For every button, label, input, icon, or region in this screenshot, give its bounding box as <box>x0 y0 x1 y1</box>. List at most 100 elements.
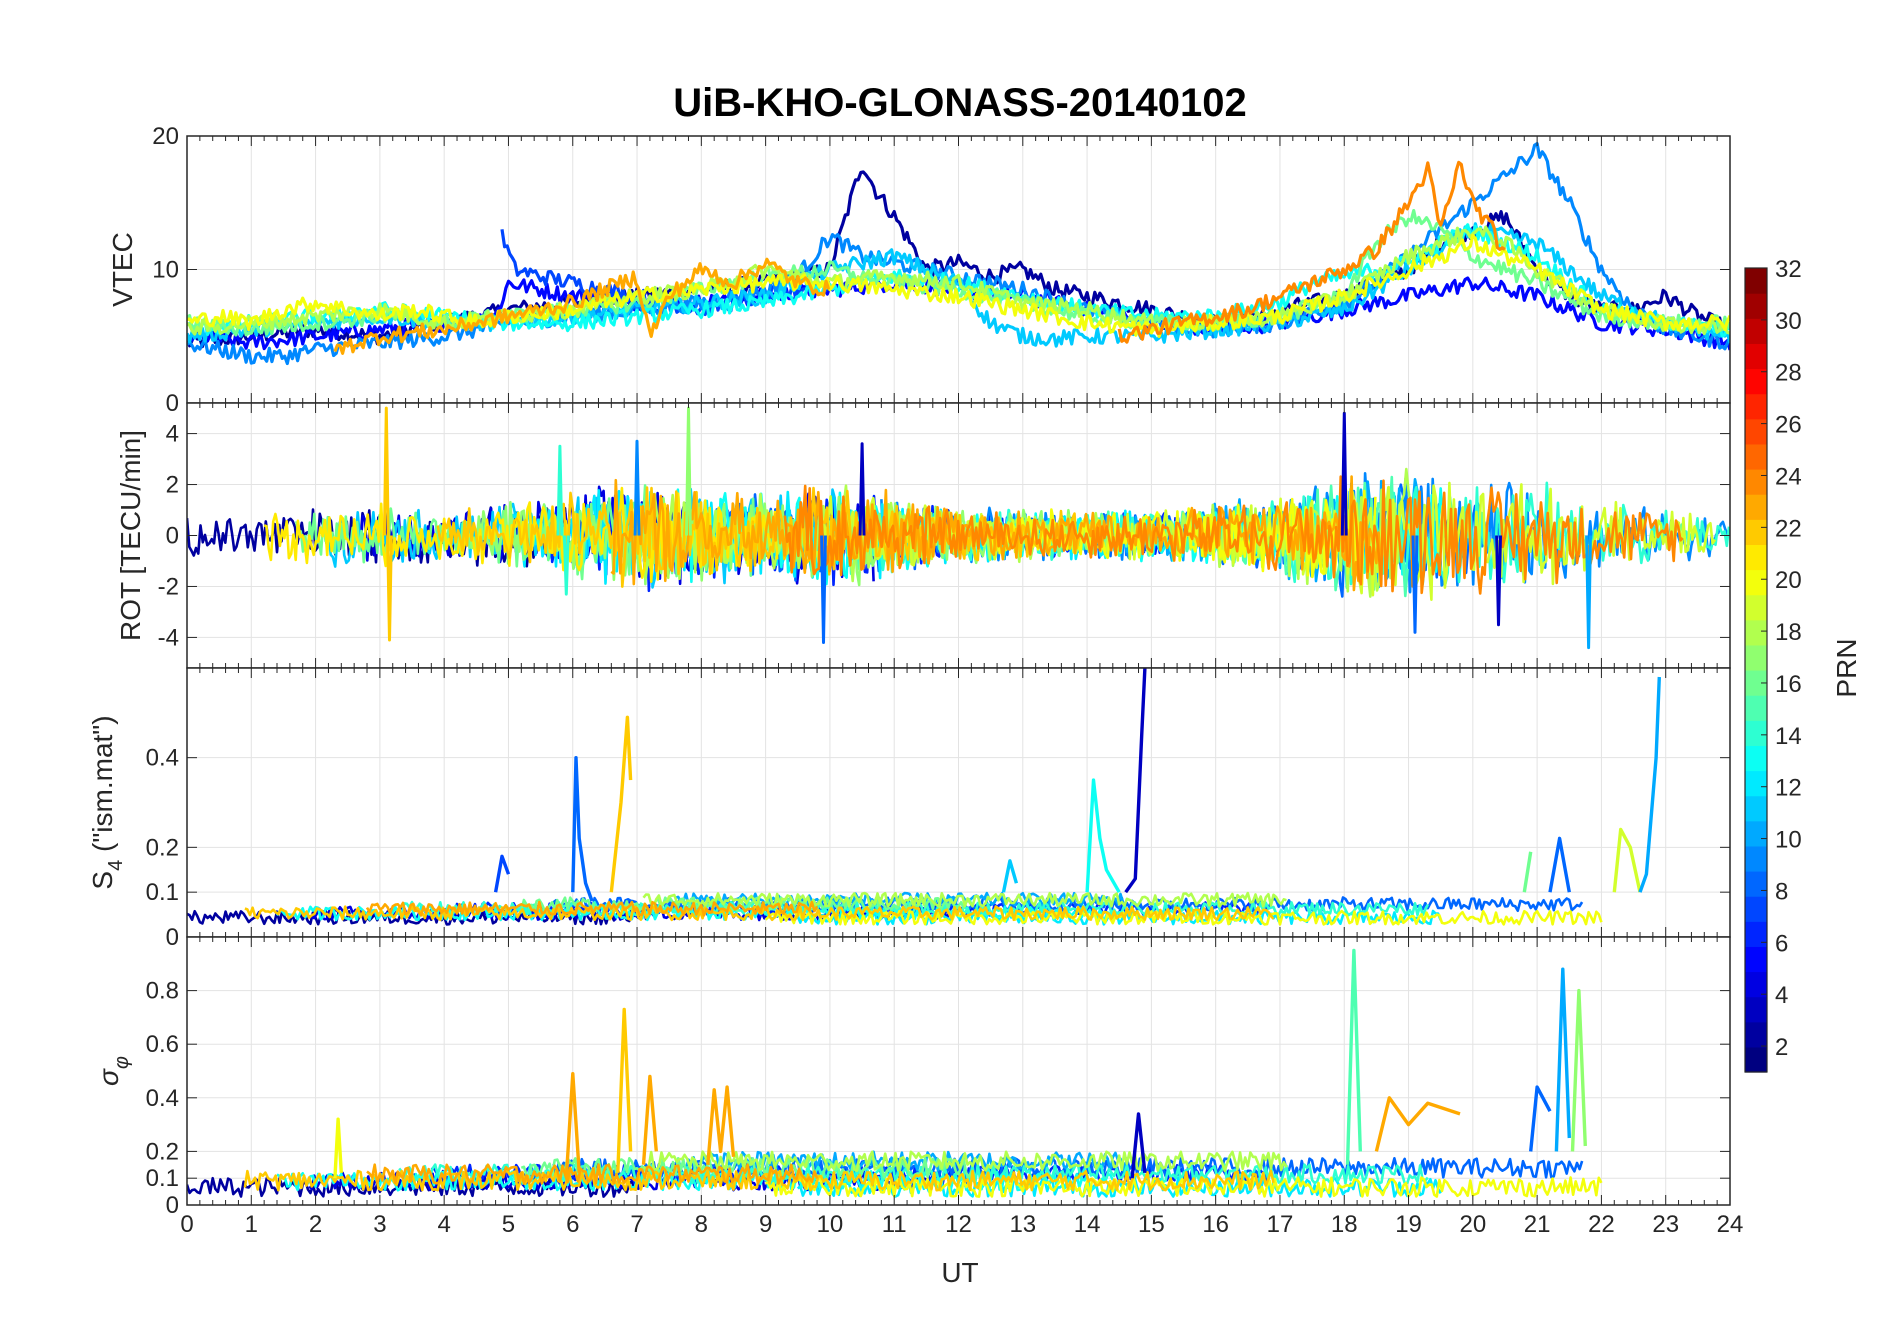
colorbar-tick-label: 4 <box>1775 982 1788 1009</box>
colorbar-label: PRN <box>1831 638 1862 697</box>
spike-prn-17 <box>685 406 692 536</box>
x-tick-label: 17 <box>1267 1211 1294 1238</box>
colorbar-swatch <box>1745 896 1767 922</box>
colorbar-tick-label: 24 <box>1775 463 1802 490</box>
x-tick-label: 18 <box>1331 1211 1358 1238</box>
panel-vtec: 0 10 20 VTEC <box>107 123 1731 417</box>
x-tick-label: 0 <box>180 1211 193 1238</box>
spike-prn-20 <box>333 1117 343 1179</box>
x-tick-label: 5 <box>502 1211 515 1238</box>
y-axis-label: VTEC <box>107 232 138 307</box>
series-group <box>187 406 1730 650</box>
spike-prn-10 <box>1585 535 1592 650</box>
spike-prn-22 <box>616 1007 633 1173</box>
y-tick-label: 0 <box>166 523 179 550</box>
y-tick-label: -4 <box>158 624 179 651</box>
x-tick-label: 7 <box>630 1211 643 1238</box>
colorbar-swatch <box>1745 871 1767 897</box>
colorbar-swatch <box>1745 921 1767 947</box>
spike-prn-23 <box>641 1074 658 1165</box>
y-tick-label: 0.8 <box>146 978 179 1005</box>
y-tick-label: 2 <box>166 472 179 499</box>
series-line-prn-23 <box>365 900 819 917</box>
spike-prn-9 <box>633 439 641 536</box>
colorbar-tick-label: 12 <box>1775 775 1802 802</box>
y-tick-label: 0.1 <box>146 1165 179 1192</box>
spike-prn-7 <box>493 854 511 893</box>
colorbar-swatch <box>1745 393 1767 420</box>
colorbar-tick-label: 20 <box>1775 567 1802 594</box>
panel-s4: 0 0.1 0.2 0.4 S4 ("ism.mat") <box>87 667 1731 951</box>
spike-prn-23 <box>564 1071 581 1179</box>
colorbar-swatch <box>1745 720 1767 746</box>
x-tick-label: 15 <box>1138 1211 1165 1238</box>
x-tick-label: 10 <box>817 1211 844 1238</box>
spike-prn-14 <box>562 535 570 596</box>
spike-prn-22 <box>386 535 393 642</box>
spike-prn-3 <box>1130 1112 1147 1179</box>
x-tick-label: 16 <box>1202 1211 1229 1238</box>
colorbar-swatch <box>1745 318 1767 344</box>
colorbar-tick-label: 2 <box>1775 1034 1788 1061</box>
colorbar-swatch <box>1745 544 1767 571</box>
spike-prn-22 <box>382 406 390 536</box>
y-tick-label: 0.6 <box>146 1031 179 1058</box>
colorbar-swatch <box>1745 519 1767 545</box>
x-tick-label: 24 <box>1717 1211 1744 1238</box>
colorbar-swatch <box>1745 619 1767 646</box>
spike-prn-8 <box>1548 836 1571 893</box>
x-tick-label: 14 <box>1074 1211 1101 1238</box>
colorbar-swatch <box>1745 946 1767 973</box>
series-line-prn-20 <box>764 909 1603 926</box>
spike-prn-3 <box>1495 535 1502 627</box>
series-line-prn-24 <box>1117 160 1506 344</box>
x-tick-label: 8 <box>695 1211 708 1238</box>
colorbar-swatch <box>1745 745 1767 772</box>
spike-prn-15 <box>1345 948 1362 1165</box>
series-group <box>187 668 1661 926</box>
y-tick-label: 0.4 <box>146 745 179 772</box>
x-tick-label: 3 <box>373 1211 386 1238</box>
spike-prn-14 <box>556 444 564 536</box>
colorbar-tick-label: 26 <box>1775 412 1802 439</box>
spike-prn-8 <box>1529 1085 1552 1152</box>
spike-prn-8 <box>1411 535 1419 634</box>
colorbar-swatch <box>1745 971 1767 998</box>
series-group <box>187 142 1730 366</box>
colorbar-swatch <box>1745 293 1767 319</box>
colorbar-swatch <box>1745 443 1767 470</box>
x-tick-label: 1 <box>245 1211 258 1238</box>
series-line-prn-18 <box>642 1150 1288 1173</box>
series-line-prn-12 <box>796 909 1442 926</box>
colorbar-tick-label: 8 <box>1775 878 1788 905</box>
y-tick-label: 0 <box>166 390 179 417</box>
series-line-prn-18 <box>642 891 1287 908</box>
series-line-prn-20 <box>187 233 1730 338</box>
y-tick-label: 0 <box>166 1192 179 1219</box>
spike-prn-3 <box>1124 668 1147 894</box>
colorbar-tick-label: 14 <box>1775 723 1802 750</box>
spike-prn-3 <box>1340 411 1348 536</box>
y-tick-label: 0.1 <box>146 879 179 906</box>
x-tick-label: 12 <box>945 1211 972 1238</box>
series-line-prn-23 <box>333 257 831 355</box>
series-group <box>187 948 1603 1198</box>
x-tick-label: 19 <box>1395 1211 1422 1238</box>
colorbar-swatch <box>1745 845 1767 872</box>
spike-prn-8 <box>820 535 827 644</box>
colorbar-tick-label: 30 <box>1775 308 1802 335</box>
y-tick-label: 4 <box>166 421 179 448</box>
x-tick-label: 4 <box>437 1211 450 1238</box>
x-tick-label: 20 <box>1459 1211 1486 1238</box>
y-tick-label: 20 <box>152 123 179 150</box>
colorbar-swatch <box>1745 695 1767 721</box>
colorbar-swatch <box>1745 770 1767 797</box>
colorbar-tick-label: 18 <box>1775 619 1802 646</box>
y-axis-label: ROT [TECU/min] <box>115 430 146 641</box>
colorbar-swatch <box>1745 1021 1767 1048</box>
x-tick-label: 13 <box>1009 1211 1036 1238</box>
colorbar-swatch <box>1745 1046 1767 1073</box>
colorbar-swatch <box>1745 418 1767 445</box>
colorbar-swatch <box>1745 996 1767 1023</box>
spike-prn-13 <box>1085 778 1121 894</box>
